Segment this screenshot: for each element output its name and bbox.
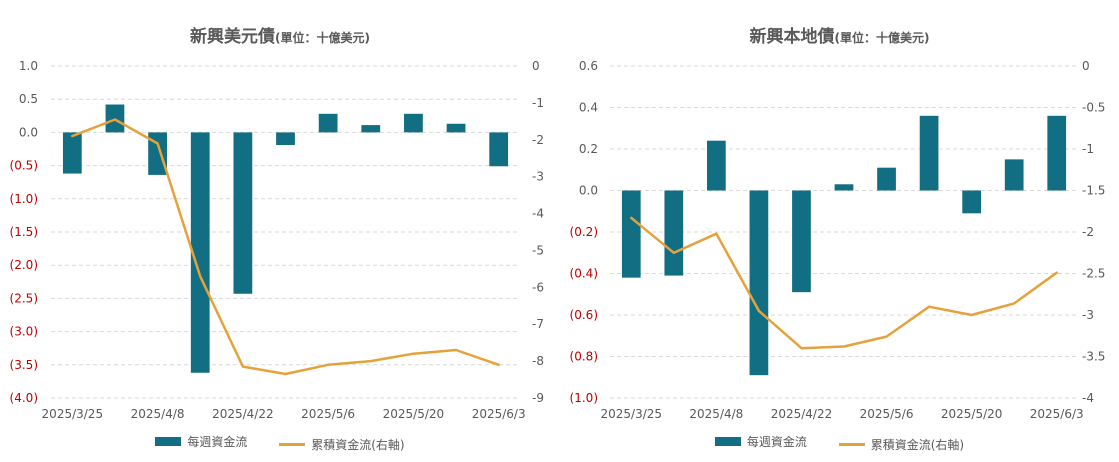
left-axis-tick-label: (2.0)	[10, 258, 38, 272]
left-axis-tick-label: (2.5)	[10, 291, 38, 305]
legend-bar-swatch	[155, 437, 182, 446]
legend-label: 累積資金流(右軸)	[311, 438, 405, 452]
left-axis-tick-label: (3.0)	[10, 325, 38, 339]
x-axis-tick-label: 2025/4/22	[212, 407, 274, 421]
bar-weekly-flow	[877, 167, 896, 191]
left-axis-tick-label: (1.0)	[570, 391, 598, 405]
x-axis-tick-label: 2025/6/3	[472, 407, 526, 421]
left-axis-tick-label: (0.6)	[570, 308, 598, 322]
x-axis-tick-label: 2025/4/8	[131, 407, 185, 421]
left-axis-tick-label: 0.2	[579, 142, 598, 156]
right-axis-tick-label: -2	[1082, 225, 1094, 239]
bar-weekly-flow	[962, 190, 981, 214]
right-axis-tick-label: -6	[532, 280, 544, 294]
x-axis-tick-label: 2025/5/20	[941, 407, 1003, 421]
legend-label: 每週資金流	[746, 435, 807, 449]
legend-label: 累積資金流(右軸)	[870, 438, 965, 452]
chart-title-main: 新興本地債	[749, 27, 835, 47]
right-axis-tick-label: -4	[532, 207, 544, 221]
right-axis-tick-label: -3.5	[1082, 350, 1105, 364]
right-axis-tick-label: -3	[532, 170, 544, 184]
right-axis-tick-label: -1	[1082, 142, 1094, 156]
bar-weekly-flow	[919, 115, 939, 191]
bar-weekly-flow	[62, 132, 82, 174]
x-axis-tick-label: 2025/5/6	[301, 407, 355, 421]
left-axis-tick-label: (0.2)	[570, 225, 598, 239]
left-axis-tick-label: (0.4)	[570, 267, 598, 281]
left-axis-tick-label: 0.0	[19, 125, 38, 139]
legend-item-cumulative-flow: 累積資金流(右軸)	[279, 436, 405, 453]
left-axis-tick-label: 0.6	[579, 59, 598, 73]
bar-weekly-flow	[148, 132, 167, 175]
chart-title-unit: (單位：十億美元)	[834, 31, 930, 45]
bar-weekly-flow	[190, 132, 210, 373]
right-axis-tick-label: -4	[1082, 391, 1094, 405]
chart-panel-em-usd-bond: 新興美元債(單位：十億美元) 1.0 0.5 0.0 (0.5) (1.0) (1.5) (…	[0, 22, 560, 453]
legend-bar-swatch	[714, 437, 741, 446]
left-axis-tick-label: 0.0	[579, 184, 598, 198]
bar-weekly-flow	[276, 132, 295, 146]
x-axis-tick-label: 2025/5/6	[860, 407, 914, 421]
left-axis-tick-label: (4.0)	[10, 391, 38, 405]
bar-weekly-flow	[834, 184, 854, 191]
bar-weekly-flow	[233, 132, 253, 294]
right-axis-tick-label: -1	[532, 96, 544, 110]
legend-label: 每週資金流	[187, 435, 248, 449]
chart-title-main: 新興美元債	[190, 27, 275, 47]
line-cumulative-flow	[71, 118, 500, 376]
right-axis-tick-label: -8	[532, 354, 544, 368]
x-axis-tick-label: 2025/3/25	[601, 407, 663, 421]
legend-item-cumulative-flow: 累積資金流(右軸)	[838, 436, 965, 453]
left-axis-tick-label: (0.8)	[570, 350, 598, 364]
left-axis-tick-label: 0.5	[19, 92, 38, 106]
right-axis-tick-label: -2	[532, 133, 544, 147]
left-axis-tick-label: (1.0)	[10, 192, 38, 206]
legend-item-weekly-flow: 每週資金流	[714, 433, 807, 450]
bar-weekly-flow	[621, 190, 641, 278]
chart-title: 新興本地債(單位：十億美元)	[560, 22, 1119, 47]
left-axis-tick-label: 1.0	[19, 59, 38, 73]
bar-weekly-flow	[489, 132, 509, 167]
right-axis-tick-label: 0	[532, 59, 540, 73]
right-axis-tick-label: -3	[1082, 308, 1094, 322]
right-axis-tick-label: -5	[532, 243, 544, 257]
chart-plot-area: 1.0 0.5 0.0 (0.5) (1.0) (1.5) (2.0) (2.5) (3.0) (…	[10, 59, 544, 421]
bar-weekly-flow	[361, 125, 381, 133]
bar-weekly-flow	[318, 113, 338, 133]
left-axis-tick-label: 0.4	[579, 101, 598, 115]
chart-panel-em-local-bond: 新興本地債(單位：十億美元) 0.6 0.4 0.2 0.0 (0.2) (0.4) (0.…	[560, 0, 1119, 462]
bar-weekly-flow	[1004, 159, 1024, 191]
chart-plot-area: 0.6 0.4 0.2 0.0 (0.2) (0.4) (0.6) (0.8) (1.0) 0 -0…	[570, 59, 1106, 421]
x-axis-tick-label: 2025/4/22	[771, 407, 833, 421]
bar-weekly-flow	[664, 190, 684, 276]
bar-weekly-flow	[404, 113, 423, 133]
x-axis-tick-label: 2025/3/25	[42, 407, 104, 421]
legend-item-weekly-flow: 每週資金流	[155, 433, 247, 450]
right-axis-tick-label: -7	[532, 317, 544, 331]
bar-weekly-flow	[707, 140, 726, 191]
bar-weekly-flow	[1047, 115, 1067, 191]
right-axis-tick-label: 0	[1082, 59, 1090, 73]
left-axis-tick-label: (1.5)	[10, 225, 38, 239]
x-axis-tick-label: 2025/5/20	[383, 407, 445, 421]
right-axis-tick-label: -0.5	[1082, 101, 1105, 115]
chart-title: 新興美元債(單位：十億美元)	[0, 22, 560, 47]
chart-legend: 每週資金流 累積資金流(右軸)	[0, 433, 560, 453]
legend-line-swatch	[838, 443, 865, 446]
right-axis-tick-label: -1.5	[1082, 184, 1105, 198]
x-axis-tick-label: 2025/6/3	[1030, 407, 1084, 421]
left-axis-tick-label: (3.5)	[10, 358, 38, 372]
bar-weekly-flow	[792, 190, 811, 293]
chart-legend: 每週資金流 累積資金流(右軸)	[560, 433, 1119, 453]
right-axis-tick-label: -9	[532, 391, 544, 405]
bar-weekly-flow	[446, 123, 466, 133]
x-axis-tick-label: 2025/4/8	[689, 407, 743, 421]
bar-weekly-flow	[749, 190, 769, 376]
chart-title-unit: (單位：十億美元)	[275, 31, 370, 45]
line-cumulative-flow	[630, 216, 1058, 350]
legend-line-swatch	[279, 443, 306, 446]
left-axis-tick-label: (0.5)	[10, 159, 38, 173]
right-axis-tick-label: -2.5	[1082, 267, 1105, 281]
